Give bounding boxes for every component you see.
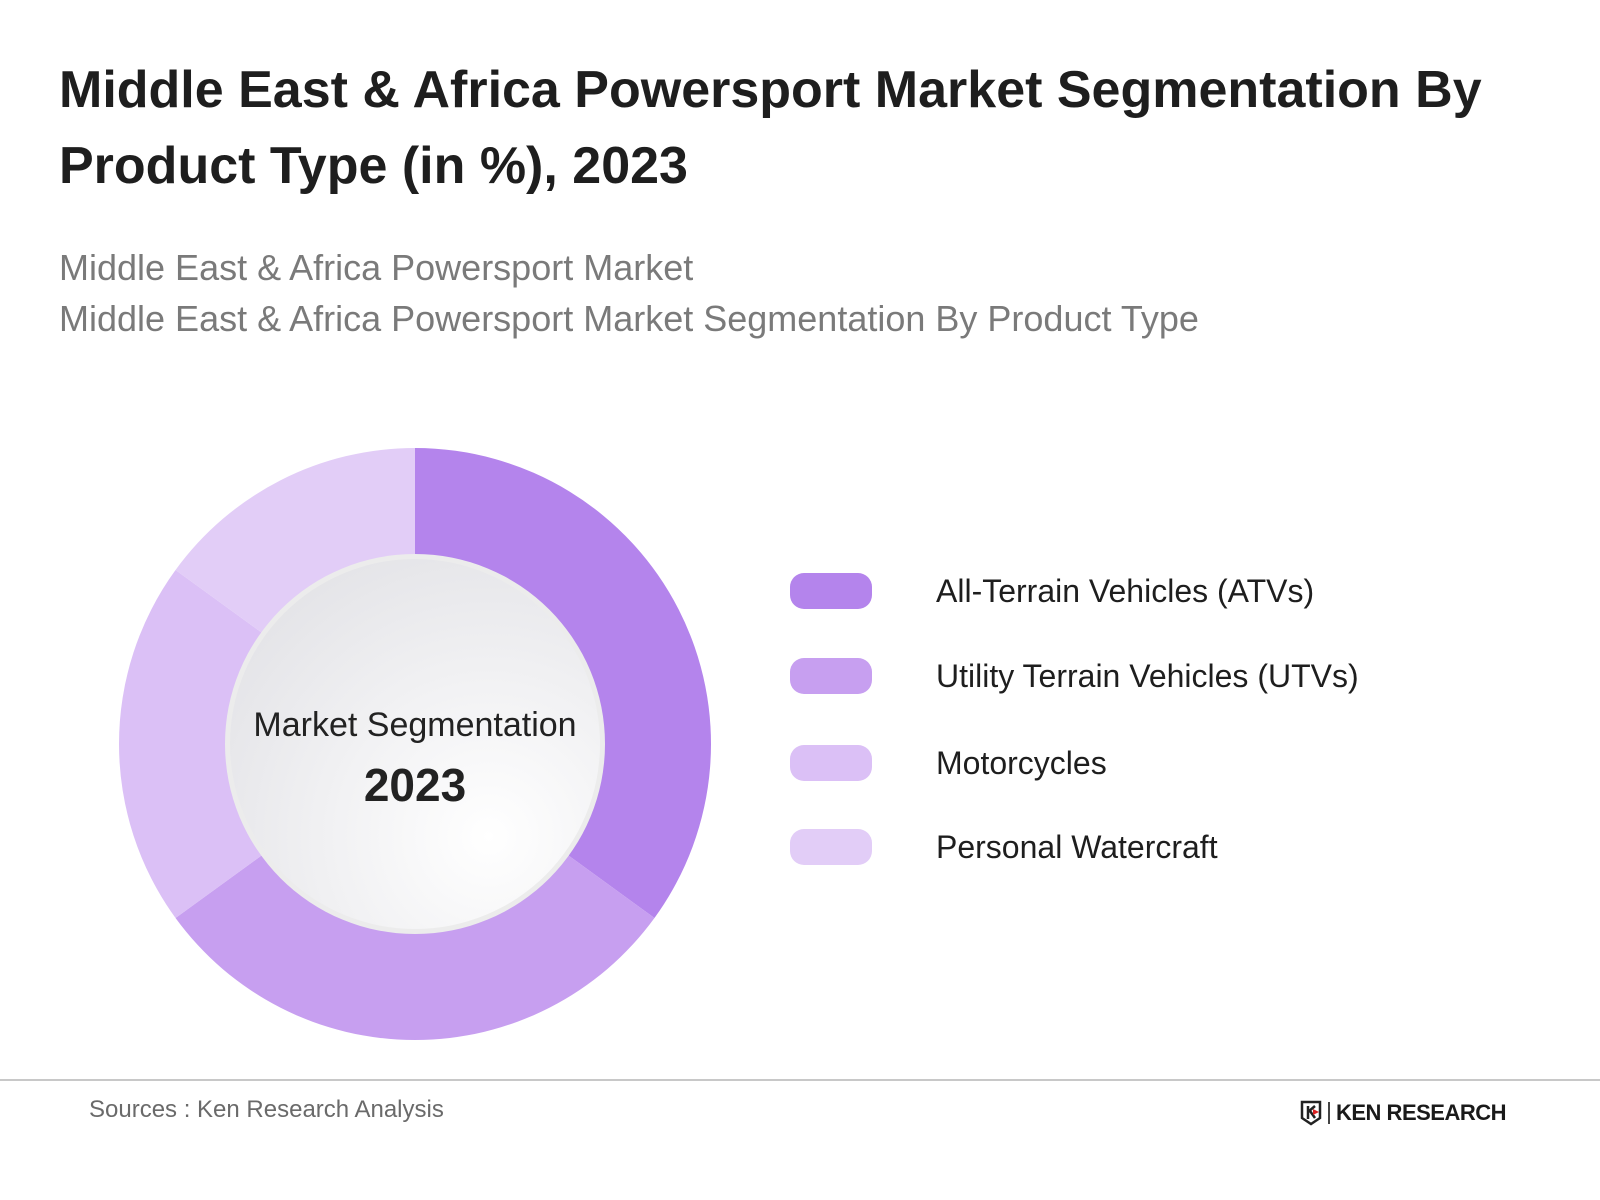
legend-label: Personal Watercraft [936, 828, 1218, 865]
footer-divider [0, 1079, 1600, 1081]
legend-label: All-Terrain Vehicles (ATVs) [936, 572, 1315, 609]
center-year: 2023 [363, 759, 467, 811]
subtitle-line-1: Middle East & Africa Powersport Market [59, 247, 694, 288]
legend-item: Personal Watercraft [790, 829, 1218, 865]
legend-item: All-Terrain Vehicles (ATVs) [790, 573, 1314, 609]
ken-logo-icon [1300, 1100, 1322, 1126]
legend-item: Motorcycles [790, 745, 1107, 781]
ken-research-logo: KEN RESEARCH [1300, 1100, 1507, 1126]
center-circle [230, 559, 600, 929]
legend-item: Utility Terrain Vehicles (UTVs) [790, 658, 1359, 694]
legend-label: Utility Terrain Vehicles (UTVs) [936, 657, 1359, 694]
center-label: Market Segmentation [253, 706, 577, 744]
subtitle-line-2: Middle East & Africa Powersport Market S… [59, 298, 1199, 339]
source-note: Sources : Ken Research Analysis [89, 1096, 444, 1123]
logo-text: KEN RESEARCH [1336, 1100, 1507, 1125]
legend-swatch [790, 573, 872, 609]
legend-swatch [790, 829, 872, 865]
legend-swatch [790, 658, 872, 694]
legend-label: Motorcycles [936, 744, 1107, 781]
legend-swatch [790, 745, 872, 781]
chart-title: Middle East & Africa Powersport Market S… [59, 61, 1482, 195]
